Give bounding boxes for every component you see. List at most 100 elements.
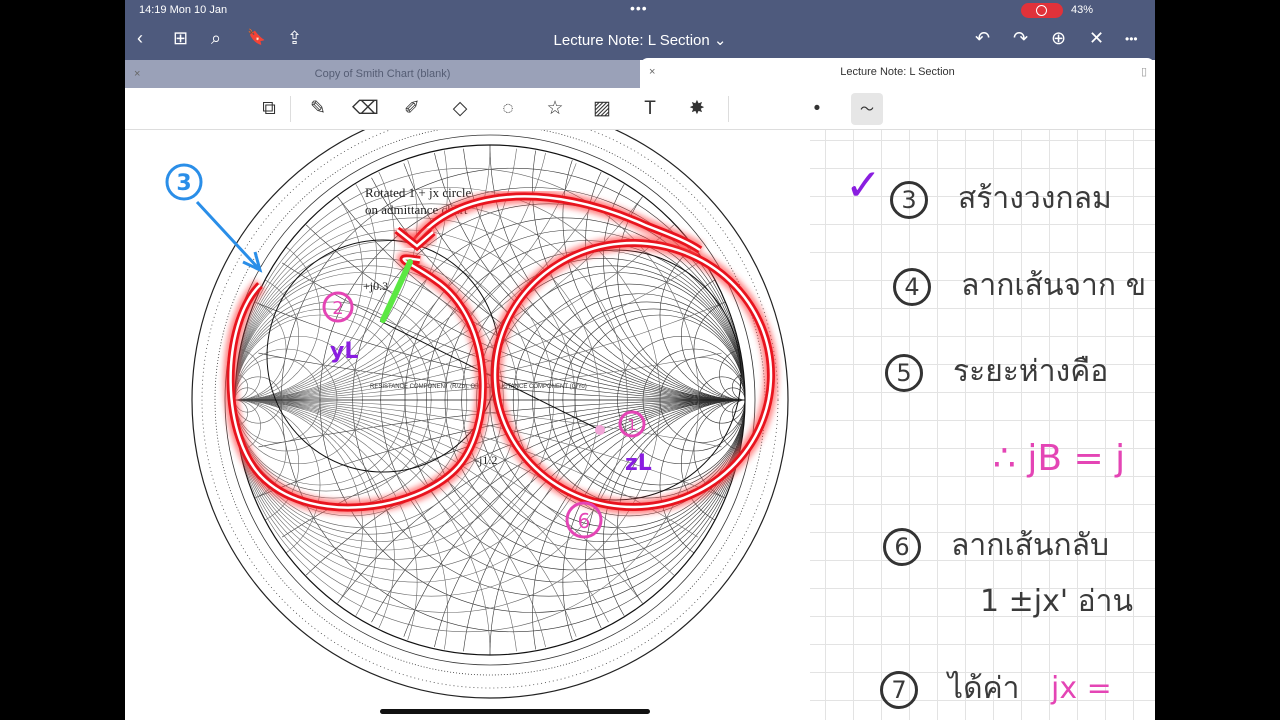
grid-line	[235, 399, 395, 629]
rotated-circle	[266, 239, 500, 473]
grid-line	[235, 301, 287, 401]
divider	[728, 96, 729, 122]
grid-line	[489, 399, 745, 655]
battery-level: 43%	[1071, 4, 1094, 16]
green-arc-stroke	[380, 259, 413, 323]
grid-line	[235, 246, 321, 401]
grid-line	[337, 196, 745, 401]
grid-line	[659, 246, 745, 401]
step-number: 7	[880, 670, 918, 709]
add-page-icon[interactable]: ⊕	[1051, 28, 1067, 48]
close-icon[interactable]: ✕	[1089, 28, 1105, 48]
step-text: ระยะห่างคือ	[953, 354, 1109, 389]
grid-line	[235, 399, 261, 451]
tab-label: Lecture Note: L Section	[840, 66, 955, 78]
tab-lecture-note[interactable]: × Lecture Note: L Section ▯	[640, 58, 1155, 88]
grid-line	[463, 148, 745, 401]
step-text: ได้ค่า	[948, 671, 1020, 706]
marker-6-circle	[565, 501, 603, 539]
grid-line	[235, 399, 609, 623]
grid-line	[235, 374, 249, 401]
scale-ticks	[201, 130, 779, 689]
grid-icon[interactable]: ⊞	[173, 28, 189, 48]
close-tab-icon[interactable]: ×	[649, 66, 656, 78]
status-time: 14:19 Mon 10 Jan	[139, 4, 228, 16]
equation-text: ∴ jB = j	[993, 438, 1126, 479]
grid-line	[719, 399, 745, 451]
grid-line	[463, 399, 745, 652]
grid-line	[731, 399, 745, 426]
undo-icon[interactable]: ↶	[975, 28, 991, 48]
document-tabs: × Copy of Smith Chart (blank) × Lecture …	[125, 58, 1155, 88]
highlighter-icon[interactable]: ✐	[404, 98, 420, 119]
step-text: ลากเส้นกลับ	[951, 528, 1110, 563]
eraser-icon[interactable]: ⌫	[352, 98, 379, 119]
marker-2: 2	[332, 298, 343, 319]
more-icon[interactable]: •••	[1125, 32, 1138, 46]
grid-line	[680, 279, 745, 401]
red-highlight-core	[229, 257, 485, 509]
grid-line	[235, 399, 418, 640]
grid-line	[434, 152, 745, 401]
grid-line	[235, 148, 517, 401]
grid-line	[532, 150, 745, 401]
split-view-icon[interactable]: ▯	[1140, 66, 1147, 78]
laser-pointer-icon[interactable]: ✸	[689, 98, 705, 119]
tool-bar: ⧉ ✎ ⌫ ✐ ◇ ◌ ☆ ▨ T ✸ • 〜	[125, 88, 1155, 130]
marker-1-circle	[618, 410, 646, 438]
elements-icon[interactable]: ☆	[546, 98, 564, 119]
grid-line	[489, 145, 745, 401]
lasso-icon[interactable]: ◌	[502, 98, 514, 119]
grid-line	[235, 160, 418, 401]
close-tab-icon[interactable]: ×	[134, 68, 141, 80]
search-icon[interactable]: ⌕	[211, 28, 222, 48]
grid-line	[235, 399, 377, 616]
zl-label: zL	[625, 451, 652, 476]
marker-3: 3	[176, 171, 191, 196]
top-bar: 14:19 Mon 10 Jan ••• 43% ‹ ⊞ ⌕ 🔖 ⇪ Lectu…	[125, 0, 1155, 60]
share-icon[interactable]: ⇪	[287, 28, 303, 48]
grid-line	[235, 163, 577, 401]
grid-line	[235, 279, 300, 401]
zoom-window-icon[interactable]: ⧉	[262, 98, 276, 119]
image-icon[interactable]: ▨	[593, 98, 611, 119]
blue-arrow	[195, 200, 263, 273]
multitask-handle[interactable]: •••	[630, 0, 648, 16]
redo-icon[interactable]: ↷	[1013, 28, 1029, 48]
marker-6: 6	[578, 509, 591, 533]
document-title[interactable]: Lecture Note: L Section ⌄	[553, 32, 727, 49]
grid-line	[585, 171, 745, 401]
checkmark: ✓	[845, 160, 882, 211]
notebook-page[interactable]: RESISTANCE COMPONENT (R/Zo), OR CONDUCTA…	[125, 130, 1155, 720]
outer-scale-ring	[191, 130, 789, 699]
grid-line	[585, 399, 745, 629]
jx-label: +j0.3	[363, 279, 388, 293]
pen-size-dot[interactable]: •	[813, 98, 821, 119]
shapes-icon[interactable]: ◇	[452, 98, 468, 119]
pen-icon[interactable]: ✎	[310, 98, 326, 119]
screen-record-indicator[interactable]	[1021, 3, 1063, 18]
bookmark-icon[interactable]: 🔖	[247, 29, 266, 46]
grid-line	[235, 171, 395, 401]
pen-stroke-style[interactable]: 〜	[851, 93, 883, 125]
jx-label: -j1.2	[475, 453, 497, 467]
grid-line	[602, 399, 745, 616]
tab-smith-chart[interactable]: × Copy of Smith Chart (blank)	[125, 60, 640, 88]
grid-line	[235, 349, 261, 401]
grid-line	[235, 399, 491, 655]
grid-line	[235, 224, 675, 401]
text-icon[interactable]: T	[644, 98, 656, 119]
yl-label: yL	[330, 339, 358, 364]
home-indicator[interactable]	[380, 709, 650, 714]
marker-3-circle	[165, 163, 203, 201]
back-icon[interactable]: ‹	[137, 28, 143, 48]
grid-line	[235, 399, 448, 650]
step-text: 1 ±jx' อ่าน	[980, 584, 1134, 619]
grid-line	[235, 196, 363, 401]
grid-line	[602, 184, 745, 401]
grid-line	[719, 349, 745, 401]
grid-line	[532, 399, 745, 650]
step-text: ลากเส้นจาก ข	[961, 268, 1147, 303]
step-number: 3	[890, 180, 928, 219]
grid-line	[235, 399, 363, 604]
